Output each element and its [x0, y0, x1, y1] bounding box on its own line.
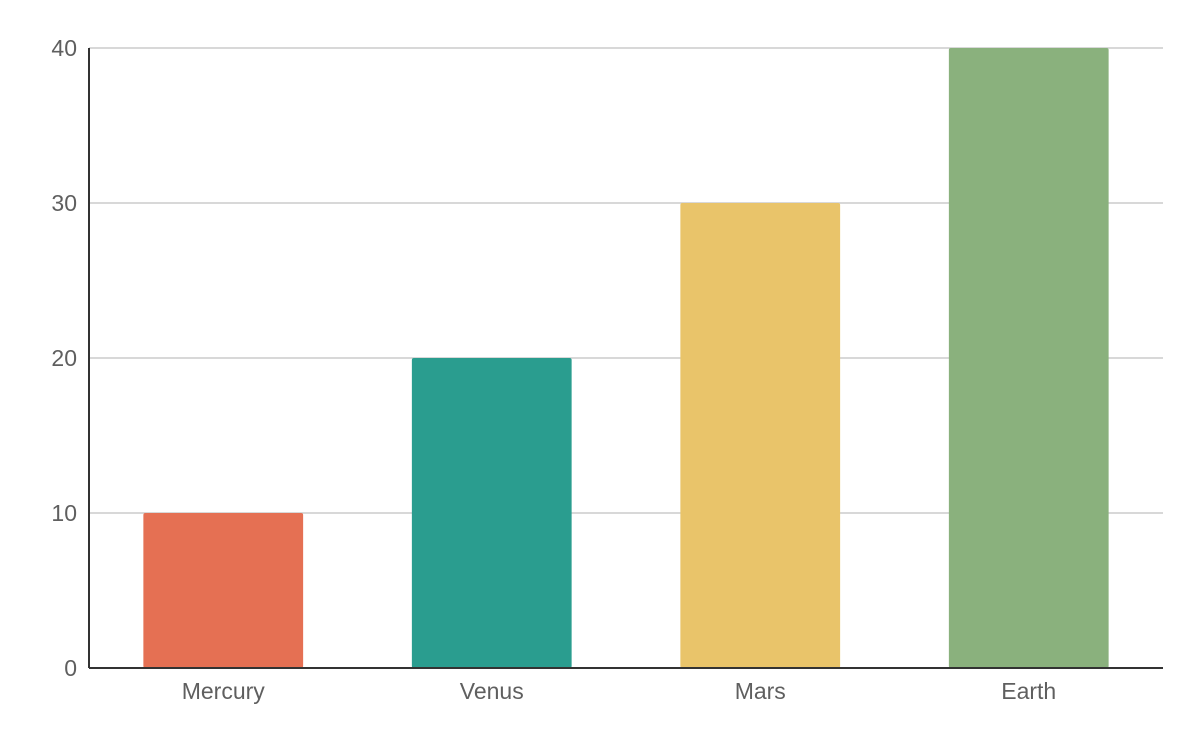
y-tick-label: 20 — [51, 345, 77, 371]
bar-mercury — [143, 513, 304, 668]
y-tick-label: 40 — [51, 35, 77, 61]
x-tick-label: Mars — [735, 678, 786, 704]
y-tick-labels: 0 10 20 30 40 — [51, 35, 77, 681]
bar-earth — [948, 48, 1109, 668]
bar-mars — [680, 203, 841, 668]
x-tick-label: Earth — [1001, 678, 1056, 704]
x-tick-label: Mercury — [182, 678, 266, 704]
axes — [88, 48, 1163, 669]
x-tick-labels: Mercury Venus Mars Earth — [182, 678, 1057, 704]
bars — [143, 48, 1109, 668]
x-tick-label: Venus — [460, 678, 524, 704]
y-tick-label: 30 — [51, 190, 77, 216]
y-tick-label: 10 — [51, 500, 77, 526]
y-tick-label: 0 — [64, 655, 77, 681]
bar-venus — [411, 358, 572, 668]
